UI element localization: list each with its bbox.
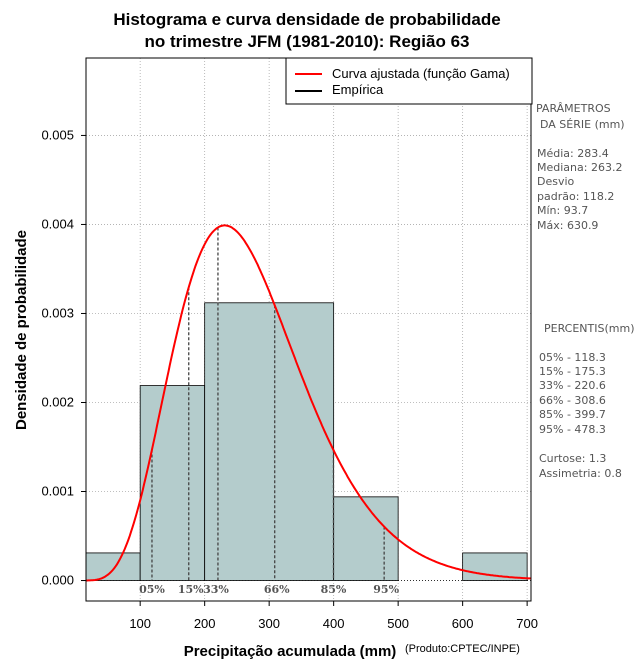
percentile-label: 66% — [264, 583, 290, 596]
product-credit: (Produto:CPTEC/INPE) — [405, 643, 520, 655]
percentis-header: PERCENTIS(mm) — [544, 322, 635, 335]
y-tick-label: 0.005 — [41, 127, 74, 142]
percentil-05: 05% - 118.3 — [539, 351, 606, 364]
percentile-label: 15% — [178, 583, 204, 596]
gamma-curve-layer — [86, 224, 532, 582]
x-tick-label: 600 — [452, 616, 474, 631]
legend: Curva ajustada (função Gama) Empírica — [285, 57, 533, 105]
chart-title-line1: Histograma e curva densidade de probabil… — [113, 10, 500, 29]
stat-skewness: Assimetria: 0.8 — [539, 467, 622, 480]
percentile-label: 85% — [321, 583, 347, 596]
percentil-85: 85% - 399.7 — [539, 408, 606, 421]
stat-kurtosis: Curtose: 1.3 — [539, 452, 606, 465]
x-tick-label: 200 — [194, 616, 216, 631]
histogram-bar — [85, 552, 141, 581]
legend-box — [285, 57, 533, 105]
y-tick-label: 0.001 — [41, 484, 74, 499]
params-header-line1: PARÂMETROS — [536, 102, 611, 115]
percentile-label: 05% — [139, 583, 165, 596]
stat-median: Mediana: 263.2 — [537, 161, 622, 174]
params-header-line2: DA SÉRIE (mm) — [540, 118, 625, 131]
percentil-15: 15% - 175.3 — [539, 365, 606, 378]
stat-min: Mín: 93.7 — [537, 204, 588, 217]
histogram-bar — [204, 302, 335, 581]
x-axis-title: Precipitação acumulada (mm) — [184, 643, 397, 660]
stat-stddev-label: Desvio — [537, 175, 575, 188]
gamma-curve — [86, 224, 532, 582]
x-tick-label: 500 — [387, 616, 409, 631]
y-tick-label: 0.000 — [41, 573, 74, 588]
x-tick-label: 400 — [323, 616, 345, 631]
x-tick-label: 300 — [258, 616, 280, 631]
legend-label-fitted-curve: Curva ajustada (função Gama) — [332, 66, 510, 81]
legend-label-empirical: Empírica — [332, 82, 384, 97]
percentil-95: 95% - 478.3 — [539, 423, 606, 436]
percentil-66: 66% - 308.6 — [539, 394, 606, 407]
x-axis-ticks: 100 200 300 400 500 600 700 — [129, 601, 538, 631]
series-parameters-panel: PARÂMETROS DA SÉRIE (mm) Média: 283.4 Me… — [536, 102, 635, 480]
y-tick-label: 0.002 — [41, 394, 74, 409]
y-axis-ticks: 0.000 0.001 0.002 0.003 0.004 0.005 — [41, 127, 86, 588]
x-tick-label: 700 — [516, 616, 538, 631]
histogram-bar — [139, 385, 206, 581]
y-tick-label: 0.004 — [41, 216, 74, 231]
chart-title-line2: no trimestre JFM (1981-2010): Região 63 — [144, 32, 469, 51]
y-axis-title: Densidade de probabilidade — [13, 230, 30, 430]
histogram-bar — [333, 496, 399, 581]
x-tick-label: 100 — [129, 616, 151, 631]
stat-max: Máx: 630.9 — [537, 219, 598, 232]
percentile-label: 95% — [373, 583, 399, 596]
y-tick-label: 0.003 — [41, 305, 74, 320]
stat-stddev-value: padrão: 118.2 — [537, 190, 614, 203]
percentile-lines: 05% 15% 33% 66% 85% 95% — [139, 227, 400, 596]
percentil-33: 33% - 220.6 — [539, 379, 606, 392]
stat-mean: Média: 283.4 — [537, 147, 609, 160]
histogram-bars — [85, 302, 528, 581]
percentile-label: 33% — [203, 583, 229, 596]
